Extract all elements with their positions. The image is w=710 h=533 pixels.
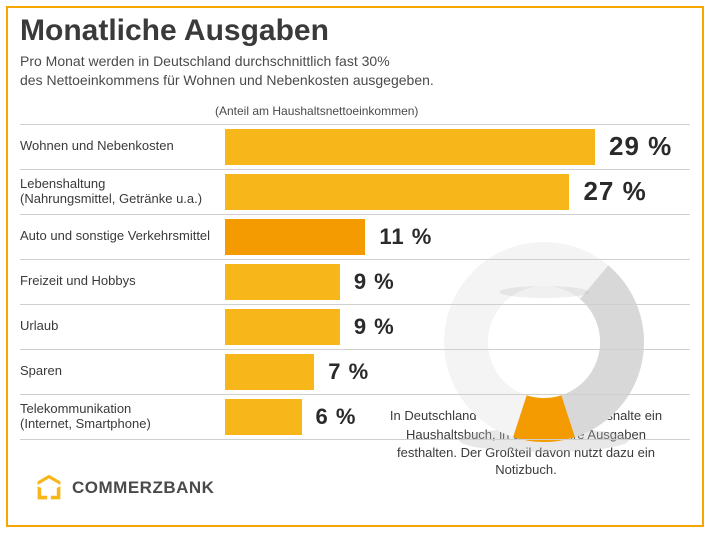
bar [225, 354, 314, 390]
category-label: Auto und sonstige Verkehrsmittel [20, 229, 225, 244]
table-row: Sparen 7 % [20, 349, 690, 394]
bar-value: 29 % [609, 131, 672, 162]
bar-track: 7 % [225, 350, 690, 394]
category-label: Lebenshaltung(Nahrungsmittel, Getränke u… [20, 177, 225, 207]
table-row: Urlaub 9 % [20, 304, 690, 349]
category-label: Freizeit und Hobbys [20, 274, 225, 289]
page-title: Monatliche Ausgaben [20, 14, 690, 48]
bar-value: 6 % [316, 404, 357, 430]
bar-track: 11 % [225, 215, 690, 259]
content-area: Monatliche Ausgaben Pro Monat werden in … [20, 14, 690, 519]
bar [225, 309, 340, 345]
table-row: Lebenshaltung(Nahrungsmittel, Getränke u… [20, 169, 690, 214]
brand-logo-text: COMMERZBANK [72, 478, 214, 498]
bar [225, 399, 302, 435]
bar-track: 6 % [225, 395, 690, 439]
table-row: Auto und sonstige Verkehrsmittel 11 % [20, 214, 690, 259]
bar-value: 9 % [354, 269, 395, 295]
subtitle-line1: Pro Monat werden in Deutschland durchsch… [20, 53, 390, 69]
bar-track: 9 % [225, 305, 690, 349]
bar-value: 27 % [583, 176, 646, 207]
bar-value: 7 % [328, 359, 369, 385]
bar-value: 9 % [354, 314, 395, 340]
brand-logo: COMMERZBANK [34, 473, 214, 503]
axis-note: (Anteil am Haushaltsnettoeinkommen) [215, 104, 690, 118]
bar-value: 11 % [379, 224, 432, 250]
category-label: Urlaub [20, 319, 225, 334]
category-label: Telekommunikation(Internet, Smartphone) [20, 402, 225, 432]
table-row: Wohnen und Nebenkosten 29 % [20, 124, 690, 169]
category-label: Sparen [20, 364, 225, 379]
bar [225, 174, 569, 210]
commerzbank-icon [34, 473, 64, 503]
bar-track: 29 % [225, 125, 690, 169]
subtitle: Pro Monat werden in Deutschland durchsch… [20, 52, 690, 90]
bar [225, 219, 365, 255]
category-label: Wohnen und Nebenkosten [20, 139, 225, 154]
bar [225, 129, 595, 165]
table-row: Freizeit und Hobbys 9 % [20, 259, 690, 304]
bar [225, 264, 340, 300]
bar-track: 9 % [225, 260, 690, 304]
table-row: Telekommunikation(Internet, Smartphone) 6… [20, 394, 690, 440]
subtitle-line2: des Nettoeinkommens für Wohnen und Neben… [20, 72, 434, 88]
bar-track: 27 % [225, 170, 690, 214]
bar-chart: Wohnen und Nebenkosten 29 % Lebenshaltung(… [20, 124, 690, 440]
